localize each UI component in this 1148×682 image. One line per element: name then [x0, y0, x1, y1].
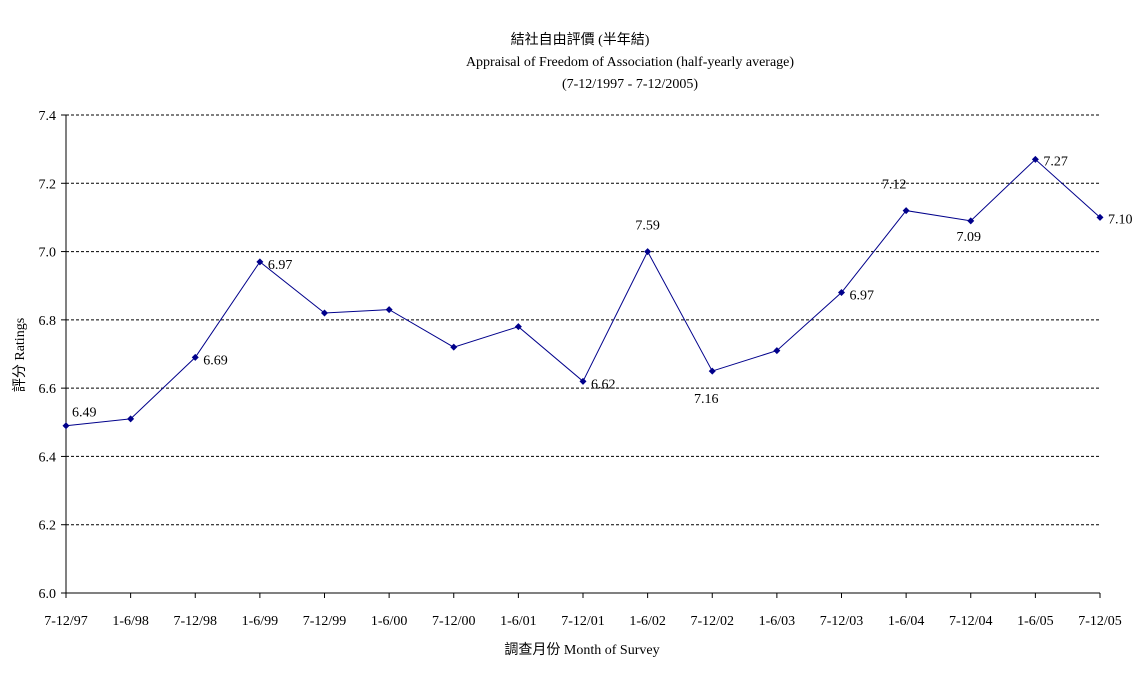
data-point: [967, 217, 975, 225]
data-point: [708, 367, 716, 375]
x-tick-label: 1-6/99: [242, 614, 279, 629]
x-tick-label: 1-6/98: [112, 614, 149, 629]
data-label: 6.62: [591, 377, 616, 392]
y-tick-label: 6.4: [39, 450, 57, 465]
x-tick-label: 7-12/03: [820, 614, 864, 629]
data-point: [385, 306, 393, 314]
y-tick-label: 6.6: [39, 382, 57, 397]
data-point: [902, 207, 910, 215]
series-polyline: [65, 158, 1101, 427]
x-tick-label: 1-6/00: [371, 614, 408, 629]
data-label: 7.16: [694, 392, 719, 407]
data-label: 6.97: [850, 289, 875, 304]
y-tick-label: 6.2: [39, 519, 57, 534]
data-label: 6.69: [203, 353, 228, 368]
y-tick-label: 7.4: [39, 109, 57, 124]
data-point: [321, 309, 328, 317]
data-point: [838, 289, 845, 297]
series-line: [62, 155, 1104, 430]
x-tick-label: 7-12/98: [173, 614, 217, 629]
x-tick-label: 1-6/01: [500, 614, 537, 629]
x-tick-label: 7-12/99: [303, 614, 347, 629]
data-label: 7.27: [1043, 154, 1068, 169]
y-tick-labels: 6.0 6.2 6.4 6.6 6.8 7.0 7.2 7.4: [39, 109, 57, 602]
chart-title: 結社自由評價 (半年結): [511, 31, 650, 48]
y-tick-label: 6.8: [39, 314, 57, 329]
x-tick-label: 1-6/04: [888, 614, 925, 629]
x-tick-labels: 7-12/97 1-6/98 7-12/98 1-6/99 7-12/99 1-6/00 7…: [44, 614, 1122, 629]
data-point: [1031, 155, 1039, 163]
data-label: 6.49: [72, 406, 97, 421]
chart-period: (7-12/1997 - 7-12/2005): [562, 77, 698, 92]
data-label: 7.12: [882, 178, 907, 193]
data-point: [127, 415, 135, 423]
x-tick-label: 1-6/05: [1017, 614, 1054, 629]
data-point: [644, 248, 652, 256]
gridlines: [66, 114, 1100, 526]
x-tick-label: 7-12/01: [561, 614, 605, 629]
data-point: [450, 343, 458, 351]
x-tick-label: 7-12/04: [949, 614, 993, 629]
data-point: [1096, 213, 1104, 221]
y-tick-label: 7.0: [39, 246, 57, 261]
x-tick-label: 7-12/05: [1078, 614, 1122, 629]
x-tick-label: 7-12/97: [44, 614, 88, 629]
data-point: [579, 377, 587, 385]
data-label: 7.10: [1108, 212, 1133, 227]
data-point: [514, 323, 522, 331]
data-point: [62, 422, 70, 430]
data-point: [773, 347, 781, 355]
chart-subtitle: Appraisal of Freedom of Association (hal…: [466, 55, 794, 70]
data-label: 7.59: [635, 219, 660, 234]
data-labels: 6.49 6.69 6.97 6.62 7.59 7.16 6.97 7.12 7.09 7.27…: [72, 154, 1133, 420]
x-tick-label: 1-6/02: [629, 614, 666, 629]
data-point: [256, 258, 264, 266]
y-axis-title: 評分 Ratings: [12, 318, 28, 392]
axes: [61, 114, 1101, 598]
x-tick-label: 1-6/03: [759, 614, 796, 629]
data-label: 7.09: [957, 230, 982, 245]
y-tick-label: 6.0: [39, 587, 57, 602]
x-tick-label: 7-12/00: [432, 614, 476, 629]
data-label: 6.97: [268, 258, 293, 273]
data-point: [191, 353, 199, 361]
x-tick-label: 7-12/02: [690, 614, 734, 629]
y-tick-label: 7.2: [39, 177, 57, 192]
x-axis-title: 調查月份 Month of Survey: [504, 642, 659, 658]
